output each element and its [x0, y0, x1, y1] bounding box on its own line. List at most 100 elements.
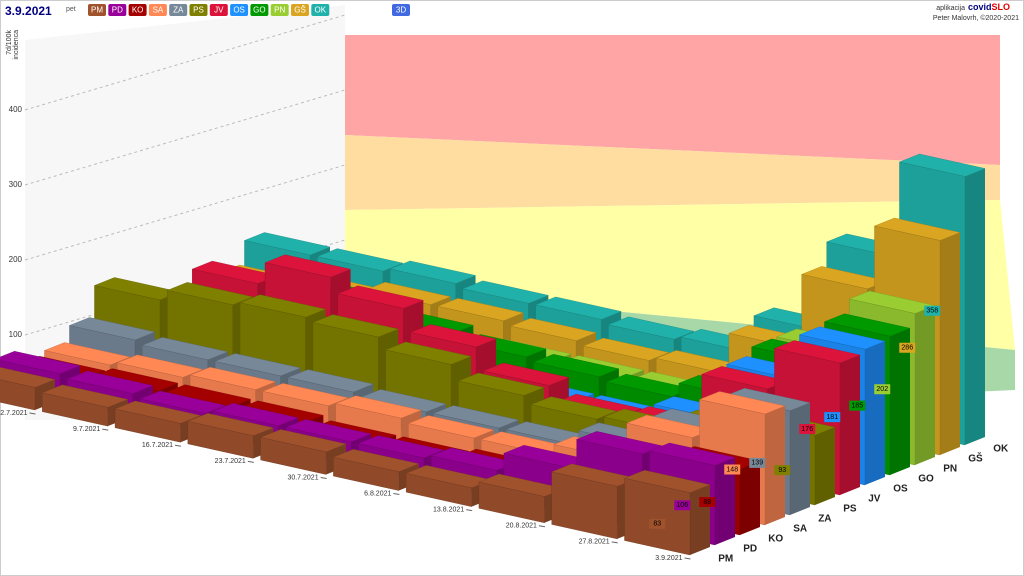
legend-label: SA	[153, 6, 164, 15]
x-tick-label: 30.7.2021	[287, 474, 318, 481]
row-label: JV	[868, 494, 881, 505]
value-label: 106	[676, 502, 688, 509]
row-label: OK	[993, 444, 1009, 455]
bar-side	[790, 402, 810, 515]
legend-button[interactable]	[108, 4, 127, 16]
row-label: PM	[718, 554, 733, 565]
legend-button[interactable]	[311, 4, 330, 16]
row-label: PN	[943, 464, 957, 475]
legend-button[interactable]	[291, 4, 309, 16]
row-label: KO	[768, 534, 783, 545]
legend-button[interactable]	[148, 4, 167, 16]
bar-front	[551, 471, 618, 540]
row-label: PD	[743, 544, 757, 555]
bar-side	[690, 484, 710, 555]
row-label: GO	[918, 474, 934, 485]
bar	[623, 470, 711, 556]
legend-button[interactable]	[250, 4, 269, 16]
bar-front	[333, 457, 400, 491]
bar-side	[740, 461, 760, 535]
legend-label: JV	[214, 6, 224, 15]
bar-front	[187, 421, 254, 459]
view-button-label: 3D	[396, 6, 406, 15]
grid-line	[24, 89, 346, 186]
legend-label: PN	[274, 6, 285, 15]
value-label-bg	[674, 500, 691, 511]
weekday: pet	[66, 6, 76, 13]
value-label-bg	[724, 464, 741, 475]
x-tick-label: 27.8.2021	[579, 539, 610, 546]
x-tick	[611, 541, 618, 544]
y-axis-label-sub: incidenca	[13, 30, 20, 60]
x-tick	[247, 460, 254, 463]
legend-label: PD	[112, 6, 123, 15]
row-label: GŠ	[968, 452, 983, 465]
y-tick-label: 200	[9, 255, 23, 264]
value-label: 286	[901, 345, 913, 352]
app-name-b: SLO	[992, 2, 1011, 12]
x-tick-label: 9.7.2021	[73, 426, 100, 433]
value-label: 93	[778, 467, 786, 474]
y-axis-label: 7d/100k	[6, 30, 13, 55]
value-label-bg	[774, 465, 791, 476]
x-tick	[393, 493, 400, 496]
app-name: covidSLO	[968, 2, 1010, 12]
legend-label: PS	[193, 6, 204, 15]
x-tick-label: 23.7.2021	[215, 458, 246, 465]
value-label-bg	[924, 305, 941, 316]
bar-side	[815, 427, 835, 505]
legend-button[interactable]	[270, 4, 289, 16]
legend-button[interactable]	[128, 4, 147, 16]
bar-front	[42, 392, 108, 427]
y-tick-label: 400	[9, 105, 23, 114]
legend-button[interactable]	[169, 4, 188, 16]
x-tick	[102, 428, 109, 431]
legend-button[interactable]	[88, 4, 106, 16]
app-prefix: aplikacija	[936, 5, 965, 12]
legend-button[interactable]	[230, 4, 249, 16]
bar-side	[915, 305, 935, 465]
value-label: 185	[851, 402, 863, 409]
bar-side	[715, 457, 735, 545]
row-label: ZA	[818, 514, 831, 525]
legend-button[interactable]	[189, 4, 208, 16]
legend-label: OS	[233, 6, 245, 15]
x-tick-label: 2.7.2021	[0, 410, 27, 417]
x-tick	[684, 557, 691, 560]
grid-line	[24, 14, 346, 111]
value-label: 83	[653, 521, 661, 528]
legend-label: GŠ	[294, 6, 306, 15]
value-label: 181	[826, 414, 838, 421]
row-label: PS	[843, 504, 857, 515]
x-tick	[466, 509, 473, 512]
bar-side	[965, 168, 985, 445]
legend-label: KO	[132, 6, 144, 15]
legend-label: PM	[91, 6, 103, 15]
x-tick-label: 6.8.2021	[364, 490, 391, 497]
legend-button[interactable]	[209, 4, 228, 16]
x-tick-label: 16.7.2021	[142, 442, 173, 449]
value-label-bg	[749, 457, 766, 468]
bar-front	[478, 481, 545, 524]
value-label-bg	[874, 384, 891, 395]
grid-line	[24, 164, 346, 261]
legend-label: GO	[253, 6, 265, 15]
value-label-bg	[649, 518, 666, 529]
x-tick-label: 13.8.2021	[433, 507, 464, 514]
bar-side	[840, 355, 860, 495]
legend-label: OK	[315, 6, 327, 15]
x-tick-label: 3.9.2021	[655, 555, 682, 562]
date: 3.9.2021	[5, 4, 52, 18]
x-tick	[538, 525, 546, 528]
bar-front	[0, 379, 36, 411]
credit: Peter Malovrh, ©2020-2021	[933, 14, 1019, 22]
view-button[interactable]	[392, 4, 410, 16]
x-tick	[320, 476, 327, 479]
y-tick-label: 100	[9, 330, 23, 339]
value-label-bg	[824, 412, 841, 423]
bar-front	[405, 473, 472, 507]
value-label-bg	[699, 497, 716, 507]
value-label: 88	[703, 499, 711, 506]
y-tick-label: 300	[9, 180, 23, 189]
